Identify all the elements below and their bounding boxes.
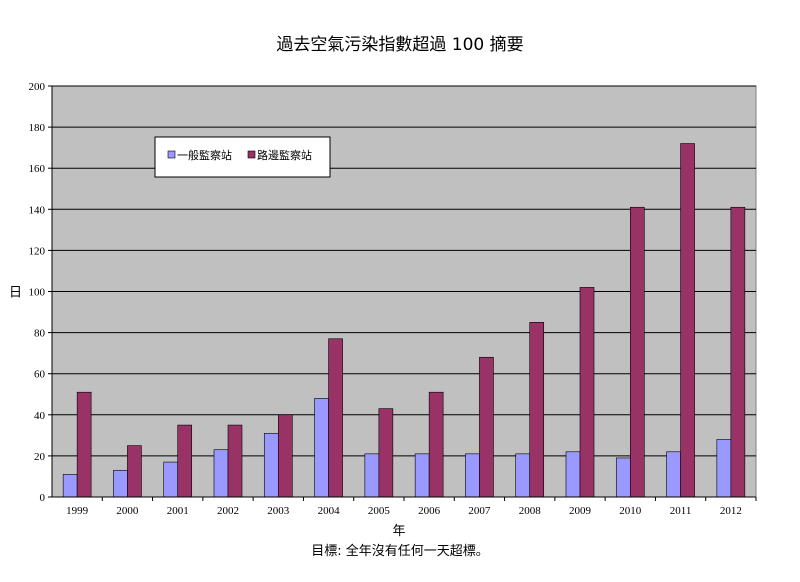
- y-tick-labels: 0 20 40 60 80 100 120 140 160 180 200: [29, 81, 46, 504]
- chart-title: 過去空氣污染指數超過 100 摘要: [276, 35, 524, 55]
- x-tick-label: 2004: [318, 505, 341, 517]
- x-tick-labels: 1999 2000 2001 2002 2003 2004 2005 2006 2007 2008…: [66, 505, 742, 517]
- bar-general-2011: [666, 451, 681, 498]
- y-tick-label: 100: [29, 287, 46, 299]
- y-tick-label: 20: [34, 451, 46, 463]
- bar-general-2005: [364, 453, 380, 498]
- bar-general-2008: [515, 453, 531, 498]
- x-tick-label: 1999: [66, 505, 89, 517]
- y-tick-label: 160: [29, 163, 46, 175]
- bar-roadside-2003: [277, 414, 293, 498]
- target-note: 目標: 全年沒有任何一天超標。: [311, 544, 489, 559]
- x-tick-label: 2003: [267, 505, 290, 517]
- bar-roadside-2006: [428, 391, 444, 498]
- legend-swatch: [167, 150, 176, 159]
- x-axis-label: 年: [392, 524, 405, 539]
- bar-roadside-2010: [629, 206, 645, 498]
- axes: [48, 85, 757, 501]
- bar-general-2006: [414, 453, 430, 498]
- bar-general-2007: [465, 453, 480, 498]
- bar-general-1999: [62, 474, 78, 498]
- x-tick-label: 2002: [217, 505, 239, 517]
- bars: [62, 143, 746, 498]
- bar-roadside-2001: [177, 424, 193, 498]
- y-tick-label: 140: [29, 204, 46, 216]
- legend-swatch: [247, 150, 256, 159]
- y-tick-label: 80: [34, 328, 46, 340]
- bar-roadside-2005: [378, 408, 394, 498]
- x-tick-label: 2010: [619, 505, 642, 517]
- y-axis-label: 日: [9, 286, 22, 301]
- legend-label: 路邊監察站: [257, 148, 312, 162]
- x-tick-label: 2005: [368, 505, 391, 517]
- y-tick-label: 40: [34, 410, 46, 422]
- bar-general-2009: [565, 451, 581, 498]
- bar-roadside-2011: [680, 143, 695, 498]
- bar-roadside-2002: [227, 424, 243, 498]
- y-tick-label: 200: [29, 81, 46, 93]
- y-tick-label: 120: [29, 245, 46, 257]
- bar-roadside-2000: [127, 445, 142, 498]
- bar-general-2001: [163, 461, 179, 498]
- bar-roadside-2012: [730, 206, 746, 498]
- bar-roadside-1999: [76, 391, 92, 498]
- bar-roadside-2008: [529, 322, 545, 498]
- y-tick-label: 0: [40, 492, 46, 504]
- legend-box: [154, 136, 331, 178]
- y-tick-label: 180: [29, 122, 46, 134]
- x-tick-label: 2006: [418, 505, 441, 517]
- x-tick-label: 2009: [569, 505, 592, 517]
- legend-label: 一般監察站: [177, 148, 232, 162]
- x-tick-label: 2000: [116, 505, 139, 517]
- x-tick-label: 2001: [167, 505, 189, 517]
- bar-roadside-2009: [579, 287, 595, 498]
- legend: 一般監察站 路邊監察站: [154, 136, 331, 178]
- x-tick-label: 2011: [670, 505, 692, 517]
- bar-general-2002: [213, 449, 229, 498]
- x-tick-label: 2007: [468, 505, 491, 517]
- bar-general-2010: [615, 457, 631, 498]
- x-tick-label: 2008: [519, 505, 542, 517]
- bar-roadside-2004: [328, 338, 343, 498]
- bar-general-2004: [314, 398, 329, 498]
- bar-roadside-2007: [479, 356, 494, 498]
- x-tick-label: 2012: [720, 505, 742, 517]
- bar-general-2000: [113, 469, 128, 498]
- bar-general-2003: [263, 432, 279, 498]
- bar-general-2012: [716, 439, 732, 498]
- y-tick-label: 60: [34, 369, 46, 381]
